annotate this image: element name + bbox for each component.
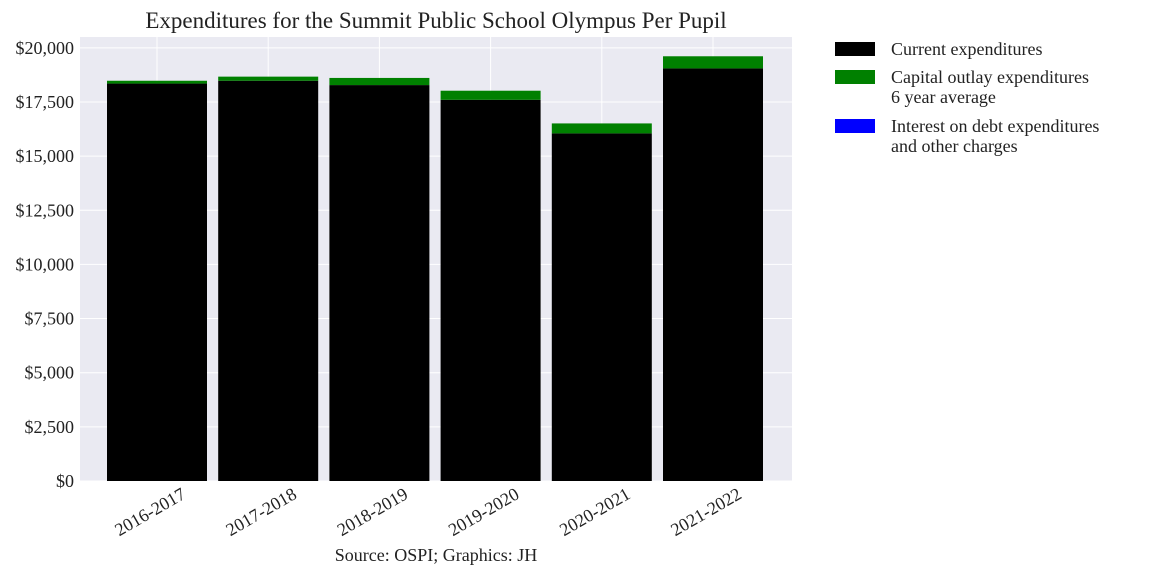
bars (107, 56, 763, 481)
x-tick-label: 2021-2022 (667, 484, 745, 540)
x-tick-label: 2020-2021 (556, 484, 634, 540)
y-tick-label: $17,500 (16, 92, 75, 112)
x-tick-label: 2017-2018 (222, 484, 300, 540)
bar-segment (663, 68, 763, 481)
bar-segment (107, 83, 207, 481)
bar-segment (329, 85, 430, 481)
legend-swatch (835, 70, 875, 84)
legend: Current expenditures Capital outlay expen… (835, 39, 1099, 156)
bar-segment (218, 76, 319, 81)
bar-segment (663, 56, 763, 69)
bar-segment (440, 90, 541, 100)
y-tick-label: $10,000 (16, 254, 75, 274)
y-axis: $0 $2,500 $5,000 $7,500 $10,000 $12,500 $15,00… (16, 38, 75, 491)
x-tick-label: 2016-2017 (111, 484, 189, 540)
y-tick-label: $7,500 (25, 309, 75, 329)
y-tick-label: $0 (56, 471, 74, 491)
legend-label: Capital outlay expenditures 6 year averag… (891, 67, 1089, 107)
bar-segment (107, 80, 207, 84)
chart-title: Expenditures for the Summit Public Schoo… (145, 8, 726, 33)
bar-segment (551, 123, 652, 134)
x-axis: 2016-2017 2017-2018 2018-2019 2019-2020 2020… (111, 484, 745, 540)
legend-label: Interest on debt expenditures and other c… (891, 116, 1099, 156)
y-tick-label: $12,500 (16, 200, 75, 220)
y-tick-label: $5,000 (25, 363, 75, 383)
y-tick-label: $2,500 (25, 417, 75, 437)
x-tick-label: 2018-2019 (334, 484, 412, 540)
bar-segment (329, 77, 430, 86)
bar-segment (218, 80, 319, 481)
y-tick-label: $15,000 (16, 146, 75, 166)
legend-swatch (835, 119, 875, 133)
legend-swatch (835, 42, 875, 56)
bar-segment (440, 99, 541, 481)
x-axis-label: Source: OSPI; Graphics: JH (335, 545, 537, 565)
bar-segment (551, 133, 652, 481)
x-tick-label: 2019-2020 (445, 484, 523, 540)
y-tick-label: $20,000 (16, 38, 75, 58)
legend-label: Current expenditures (891, 39, 1042, 59)
